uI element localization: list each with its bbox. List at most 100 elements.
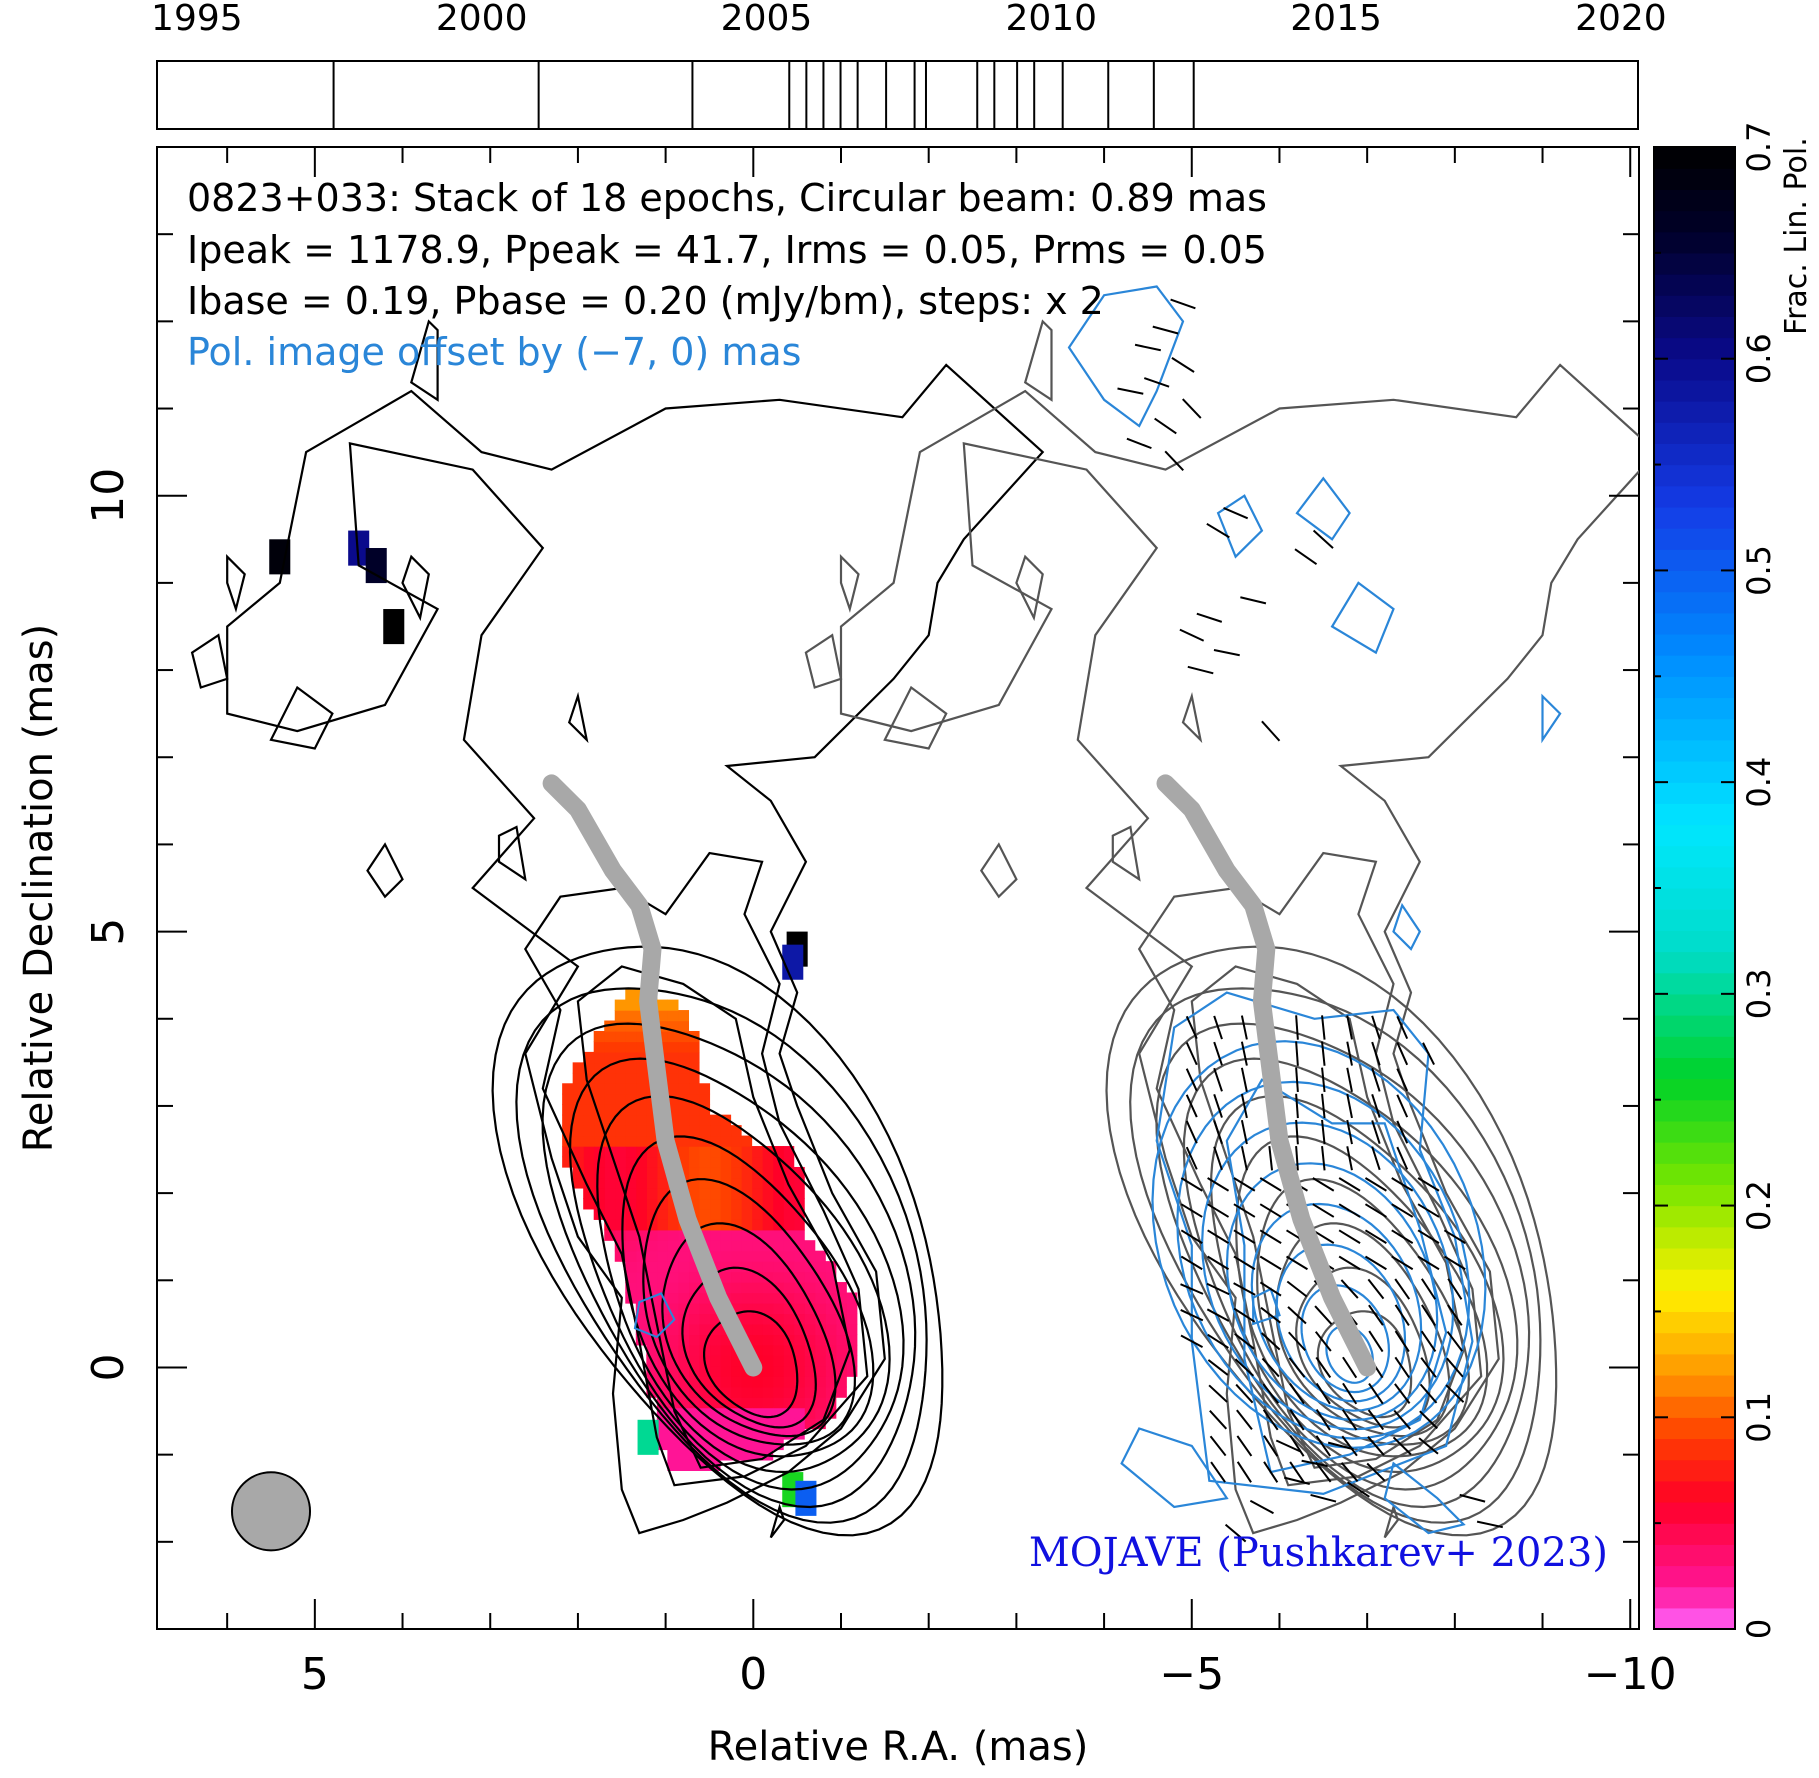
- plot-area: 5 0 −5 −10 0 5 10 0823+033: Stack of 18 epoch…: [16, 146, 1677, 1770]
- fpol-pixel: [835, 1344, 847, 1356]
- pol-contour: [1330, 581, 1395, 655]
- evpa-stick: [1152, 325, 1179, 335]
- fpol-pixel: [614, 1240, 626, 1252]
- y-axis-label: Relative Declination (mas): [16, 624, 62, 1152]
- evpa-stick: [1396, 1120, 1409, 1144]
- fpol-pixel: [604, 1041, 616, 1053]
- fpol-pixel: [741, 1219, 753, 1231]
- fpol-pixel: [793, 1323, 805, 1336]
- fpol-pixel: [772, 1376, 784, 1388]
- colorbar-step: [1655, 1501, 1734, 1524]
- fpol-pixel: [583, 1187, 595, 1200]
- stokes-i-contour: [596, 1094, 891, 1474]
- fpol-pixel: [783, 1187, 795, 1200]
- fpol-pixel: [583, 1072, 595, 1084]
- fpol-pixel: [709, 1344, 721, 1356]
- evpa-stick: [1207, 1333, 1229, 1349]
- fpol-pixel: [804, 1250, 816, 1262]
- fpol-pixel: [698, 1125, 711, 1137]
- stokes-i-contour: [568, 1057, 905, 1491]
- fpol-pixel: [677, 1261, 690, 1273]
- fpol-pixel: [572, 1104, 584, 1116]
- fpol-pixel: [604, 1114, 616, 1126]
- colorbar-step: [1655, 993, 1734, 1016]
- fpol-pixel: [635, 1030, 647, 1043]
- evpa-stick: [1185, 1120, 1198, 1144]
- offset-stokes-i-contour: [804, 633, 843, 689]
- fpol-pixel: [625, 1041, 637, 1053]
- fpol-pixel: [614, 1156, 626, 1168]
- fpol-pixel: [635, 1051, 647, 1064]
- colorbar-step: [1655, 1565, 1734, 1588]
- fpol-pixel: [741, 1313, 753, 1325]
- fpol-pixel: [751, 1376, 763, 1388]
- evpa-stick: [1210, 1461, 1226, 1483]
- fpol-pixel: [783, 1240, 795, 1252]
- fpol-pixel: [762, 1313, 774, 1325]
- fpol-pixel: [635, 1250, 647, 1262]
- fpol-pixel: [772, 1261, 784, 1273]
- fpol-pixel: [625, 1250, 637, 1262]
- evpa-stick: [1338, 1229, 1361, 1244]
- fpol-pixel: [667, 1365, 679, 1377]
- fpol-pixel: [614, 1041, 626, 1053]
- fpol-pixel: [562, 1156, 574, 1168]
- fpol-pixel: [593, 1125, 605, 1137]
- fpol-pixel: [583, 1114, 595, 1126]
- fpol-pixel: [846, 1334, 858, 1346]
- evpa-stick: [1419, 1383, 1438, 1404]
- colorbar-step: [1655, 570, 1734, 593]
- evpa-stick: [1240, 1067, 1248, 1092]
- fpol-pixel: [625, 999, 637, 1011]
- fpol-pixel: [730, 1208, 742, 1220]
- fpol-pixel: [835, 1334, 847, 1346]
- evpa-stick: [1180, 1255, 1203, 1271]
- evpa-stick: [1371, 1094, 1381, 1118]
- fpol-pixel: [804, 1323, 816, 1336]
- evpa-stick: [1391, 1177, 1414, 1192]
- fpol-pixel: [772, 1428, 784, 1440]
- fpol-pixel: [646, 1208, 658, 1220]
- colorbar-step: [1655, 1078, 1734, 1101]
- fpol-pixel: [698, 1292, 711, 1304]
- fpol-pixel: [614, 1062, 626, 1074]
- stokes-i-contour: [567, 691, 589, 744]
- fpol-pixel: [667, 1386, 679, 1398]
- fpol-pixel: [709, 1177, 721, 1189]
- fpol-pixel: [751, 1208, 763, 1220]
- colorbar-step: [1655, 1544, 1734, 1567]
- fpol-pixel: [793, 1177, 805, 1189]
- fpol-pixel: [762, 1397, 774, 1409]
- fpol-pixel: [667, 1114, 679, 1126]
- offset-stokes-i-contour: [883, 685, 948, 750]
- evpa-stick: [1236, 1435, 1253, 1457]
- fpol-pixel: [762, 1219, 774, 1231]
- fpol-pixel: [635, 1156, 647, 1168]
- fpol-pixel: [698, 1083, 711, 1095]
- evpa-stick: [1295, 1067, 1299, 1093]
- evpa-stick: [1207, 1229, 1230, 1244]
- evpa-stick: [1236, 1461, 1252, 1483]
- fpol-pixel: [762, 1418, 774, 1430]
- pol-contour: [1067, 285, 1185, 428]
- evpa-stick: [1294, 548, 1318, 566]
- fpol-pixel: [572, 1114, 584, 1126]
- evpa-stick: [1233, 1255, 1256, 1271]
- colorbar-step: [1655, 252, 1734, 275]
- fpol-pixel: [593, 1187, 605, 1200]
- pol-contour: [1216, 494, 1264, 559]
- fpol-pixel: [793, 1376, 805, 1388]
- jet-ridgeline: [542, 774, 763, 1377]
- fpol-pixel: [677, 1292, 690, 1304]
- fpol-pixel: [741, 1177, 753, 1189]
- fpol-pixel: [814, 1418, 826, 1430]
- fpol-pixel: [751, 1187, 763, 1200]
- fpol-pixel: [741, 1187, 753, 1200]
- fpol-pixel: [762, 1187, 774, 1200]
- fpol-pixel: [719, 1397, 732, 1409]
- colorbar-step: [1655, 676, 1734, 699]
- fpol-pixel: [656, 1229, 668, 1241]
- fpol-pixel: [635, 1135, 647, 1147]
- evpa-sticks: [1117, 298, 1503, 1543]
- colorbar-step: [1655, 888, 1734, 910]
